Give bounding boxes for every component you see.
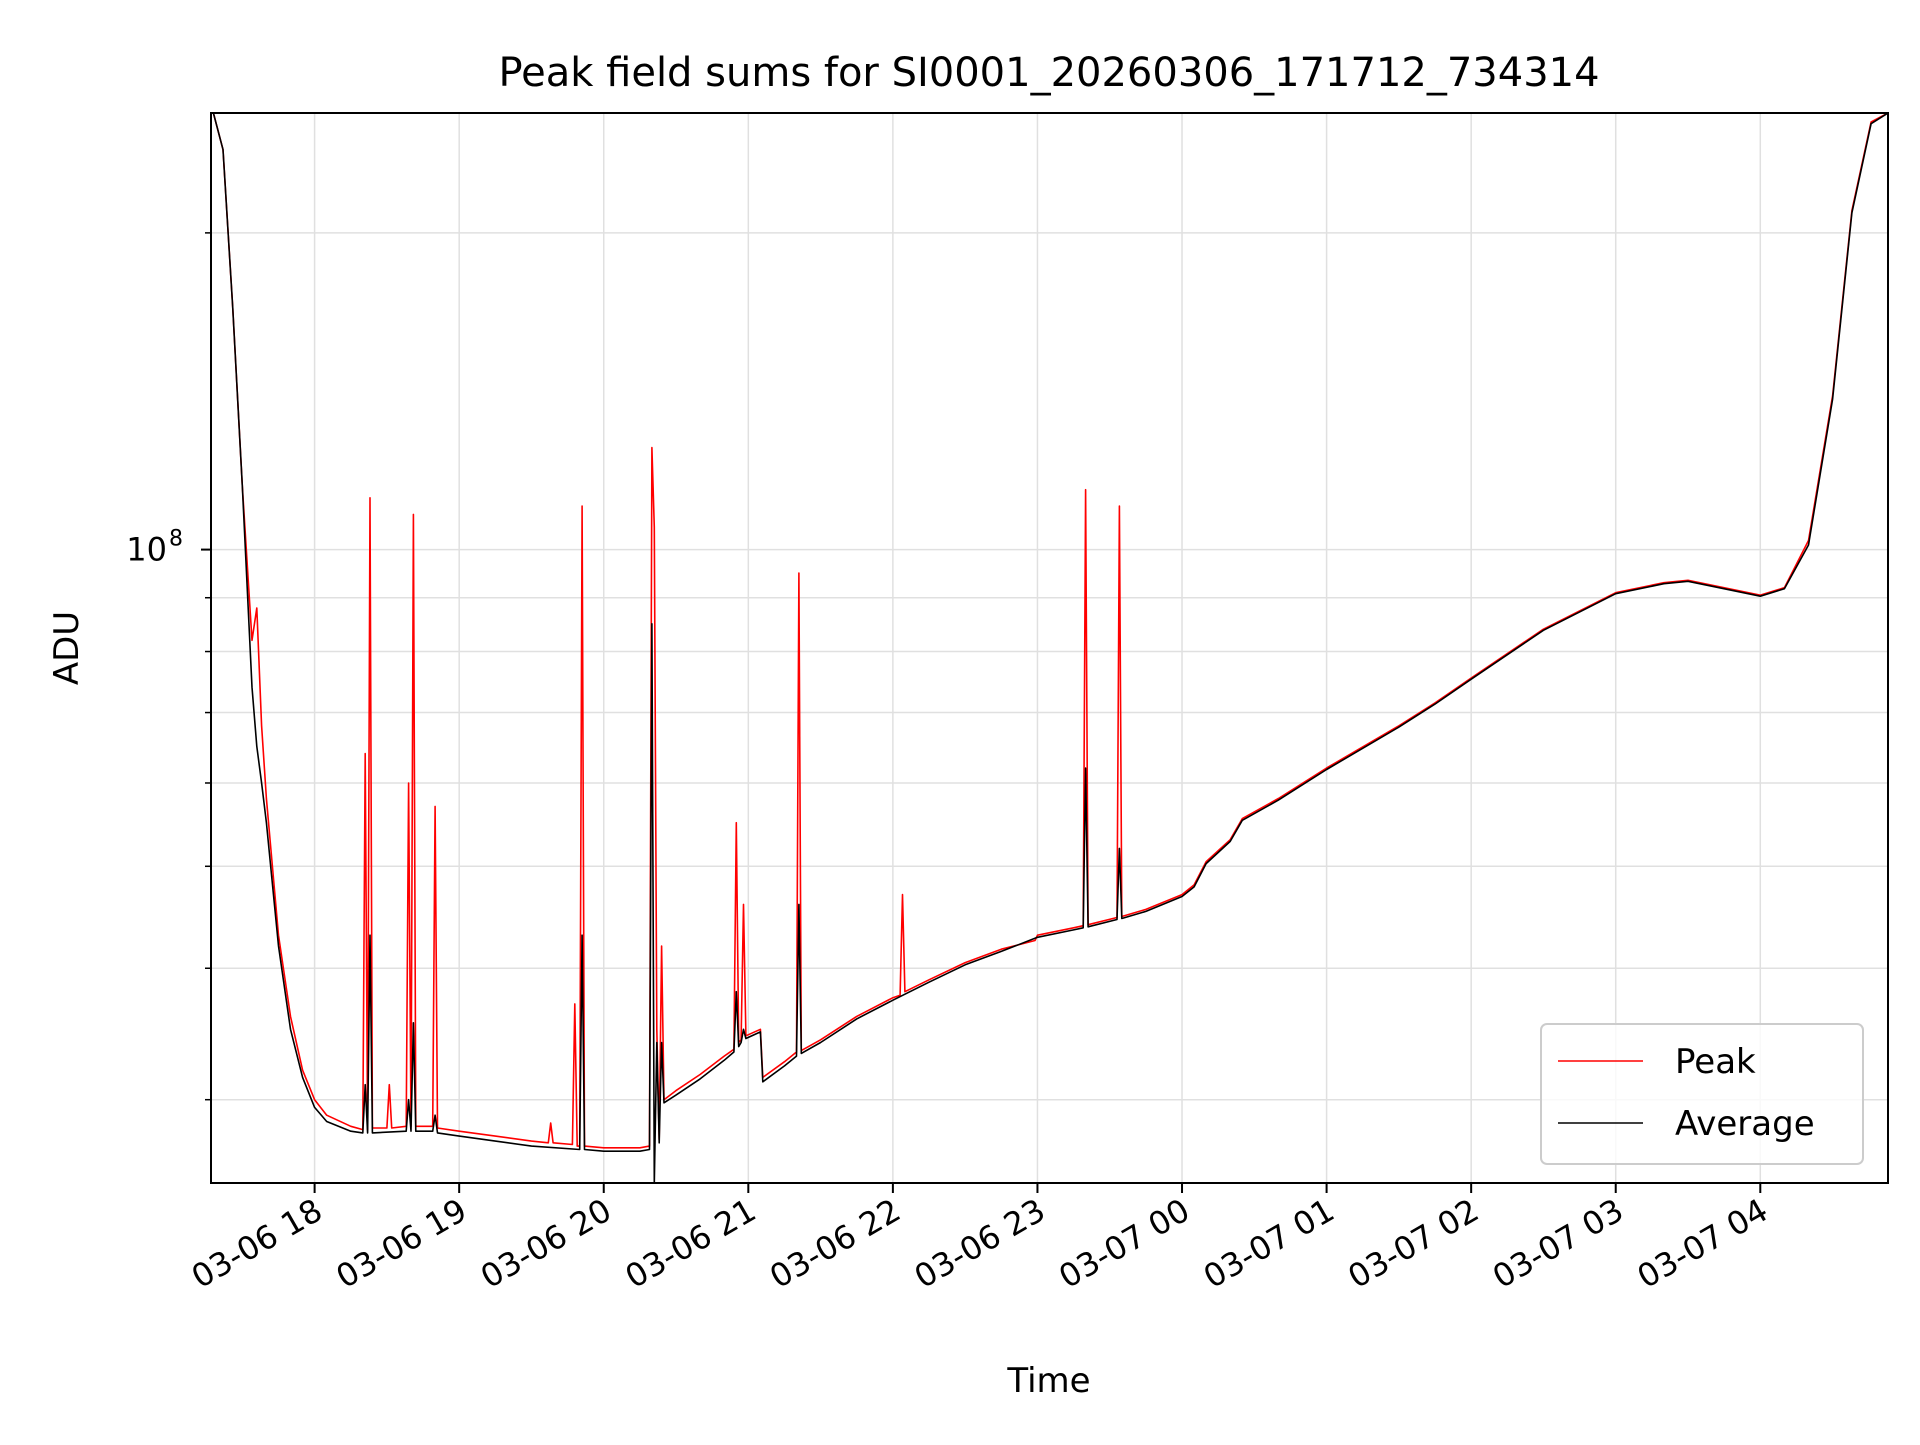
y-axis-label: ADU	[47, 611, 87, 685]
grid	[211, 113, 1888, 1183]
legend-label-average: Average	[1675, 1104, 1815, 1144]
series-line-average	[212, 113, 1888, 1183]
y-tick-exponent: 8	[169, 527, 183, 552]
legend-box	[1540, 1023, 1864, 1165]
series-line-peak	[212, 113, 1888, 1149]
chart-title: Peak field sums for SI0001_20260306_1717…	[498, 50, 1599, 96]
legend: Peak Average	[1540, 1023, 1864, 1165]
y-tick-label: 10	[126, 531, 167, 569]
x-axis-label: Time	[1006, 1361, 1090, 1401]
series-lines	[212, 113, 1888, 1183]
plot-frame	[210, 112, 1889, 1184]
y-axis: 10 8	[126, 232, 211, 1101]
legend-label-peak: Peak	[1675, 1042, 1756, 1082]
